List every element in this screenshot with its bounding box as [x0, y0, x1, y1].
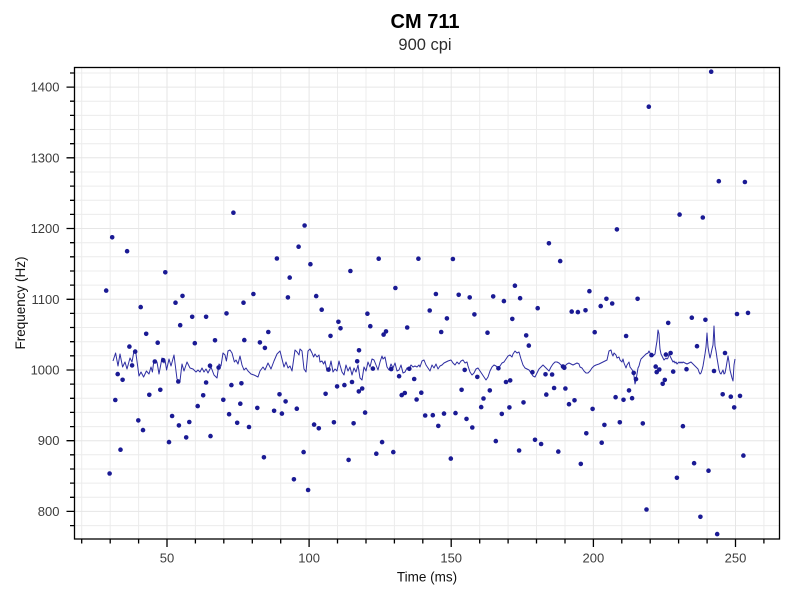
svg-text:200: 200 — [583, 551, 605, 566]
svg-text:100: 100 — [298, 551, 320, 566]
svg-text:Frequency (Hz): Frequency (Hz) — [13, 256, 28, 349]
svg-text:150: 150 — [440, 551, 462, 566]
svg-text:1100: 1100 — [32, 292, 60, 307]
svg-text:1300: 1300 — [31, 150, 60, 165]
svg-text:1200: 1200 — [31, 221, 60, 236]
svg-text:Time (ms): Time (ms) — [397, 570, 457, 585]
svg-text:900: 900 — [38, 433, 60, 448]
svg-text:1400: 1400 — [31, 80, 60, 95]
svg-text:250: 250 — [725, 551, 747, 566]
svg-text:800: 800 — [38, 504, 60, 519]
svg-text:50: 50 — [160, 551, 174, 566]
svg-text:1000: 1000 — [31, 363, 60, 378]
svg-text:900 cpi: 900 cpi — [398, 36, 451, 54]
svg-text:CM 711: CM 711 — [391, 11, 460, 33]
